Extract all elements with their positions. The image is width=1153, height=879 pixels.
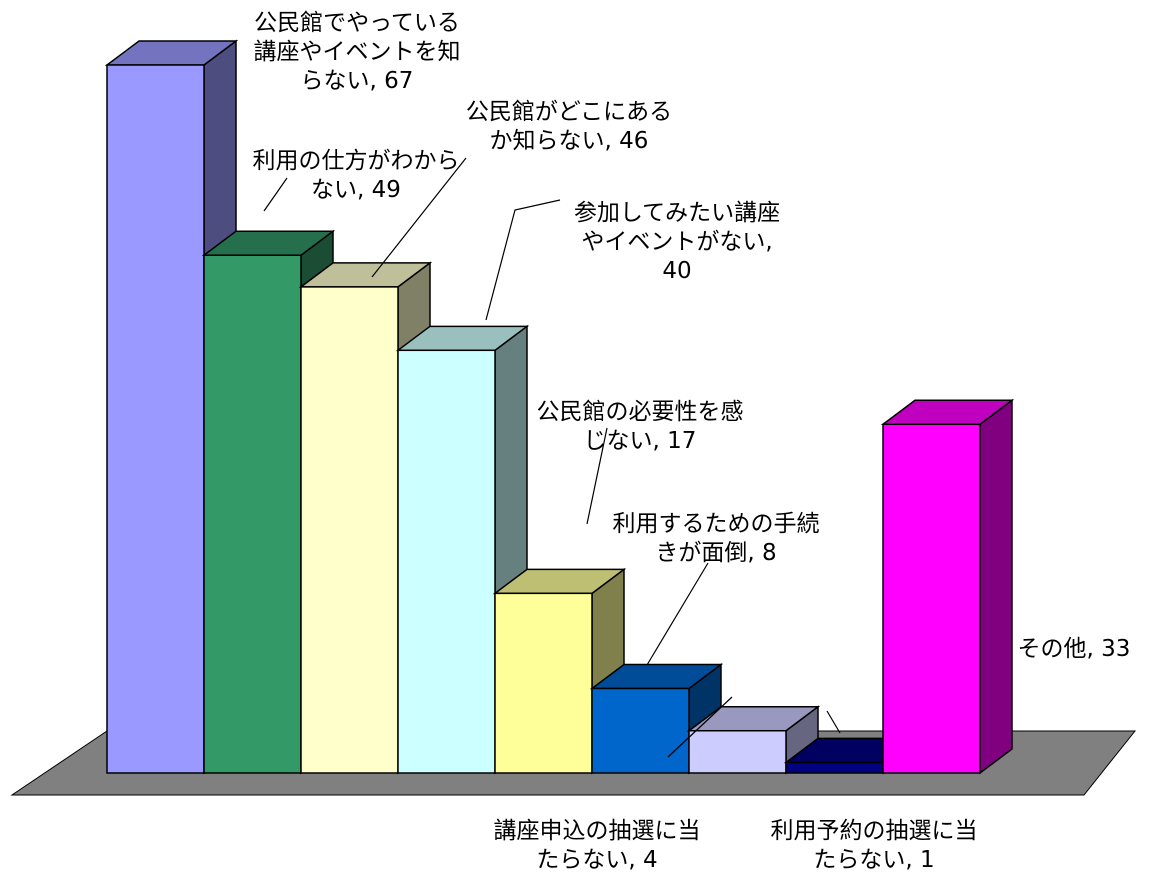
leader-line-8 xyxy=(826,710,841,734)
bar-side xyxy=(979,398,1013,775)
leader-line-5 xyxy=(586,427,608,525)
data-label-2-line-1: 利用の仕方がわから xyxy=(253,148,460,174)
data-label-3-line-2: か知らない, 46 xyxy=(490,128,649,154)
leader-line-4 xyxy=(485,199,561,321)
data-label-9-line-1: その他, 33 xyxy=(1018,636,1131,662)
data-label-3-line-1: 公民館がどこにある xyxy=(466,99,672,125)
data-label-2-line-2: ない, 49 xyxy=(311,177,401,203)
bar-front xyxy=(591,687,690,774)
bar-front xyxy=(688,729,787,774)
data-label-5-line-2: じない, 17 xyxy=(584,428,697,454)
data-label-1-line-2: 講座やイベントを知 xyxy=(254,39,461,65)
leader-line-7 xyxy=(667,696,733,758)
data-label-1-line-3: らない, 67 xyxy=(301,68,414,94)
bar-front xyxy=(882,423,981,774)
bar-9 xyxy=(880,398,1015,775)
data-label-7-line-1: 講座申込の抽選に当 xyxy=(494,818,701,844)
bar-front xyxy=(300,286,399,774)
bar-7 xyxy=(686,705,821,775)
data-label-5-line-1: 公民館の必要性を感 xyxy=(537,399,744,425)
data-label-4-line-1: 参加してみたい講座 xyxy=(574,200,780,226)
data-label-8-line-2: たらない, 1 xyxy=(813,847,934,873)
bar-front xyxy=(203,254,302,774)
bar-5 xyxy=(492,567,627,775)
data-label-1-line-1: 公民館でやっている xyxy=(254,10,460,36)
data-label-6-line-2: きが面倒, 8 xyxy=(655,540,776,566)
data-label-4-line-3: 40 xyxy=(662,258,691,284)
leader-line-3 xyxy=(371,157,467,278)
data-label-7-line-2: たらない, 4 xyxy=(536,847,657,873)
leader-line-2 xyxy=(263,177,288,212)
bar-front xyxy=(494,592,593,774)
bar-front xyxy=(785,761,884,774)
data-label-6-line-1: 利用するための手続 xyxy=(613,511,820,537)
bar-front xyxy=(397,349,496,774)
data-label-8-line-1: 利用予約の抽選に当 xyxy=(771,818,978,844)
leader-line-6 xyxy=(646,562,709,666)
bar-4 xyxy=(395,324,530,775)
bar-front xyxy=(106,64,205,774)
data-label-4-line-2: やイベントがない, xyxy=(581,229,772,255)
